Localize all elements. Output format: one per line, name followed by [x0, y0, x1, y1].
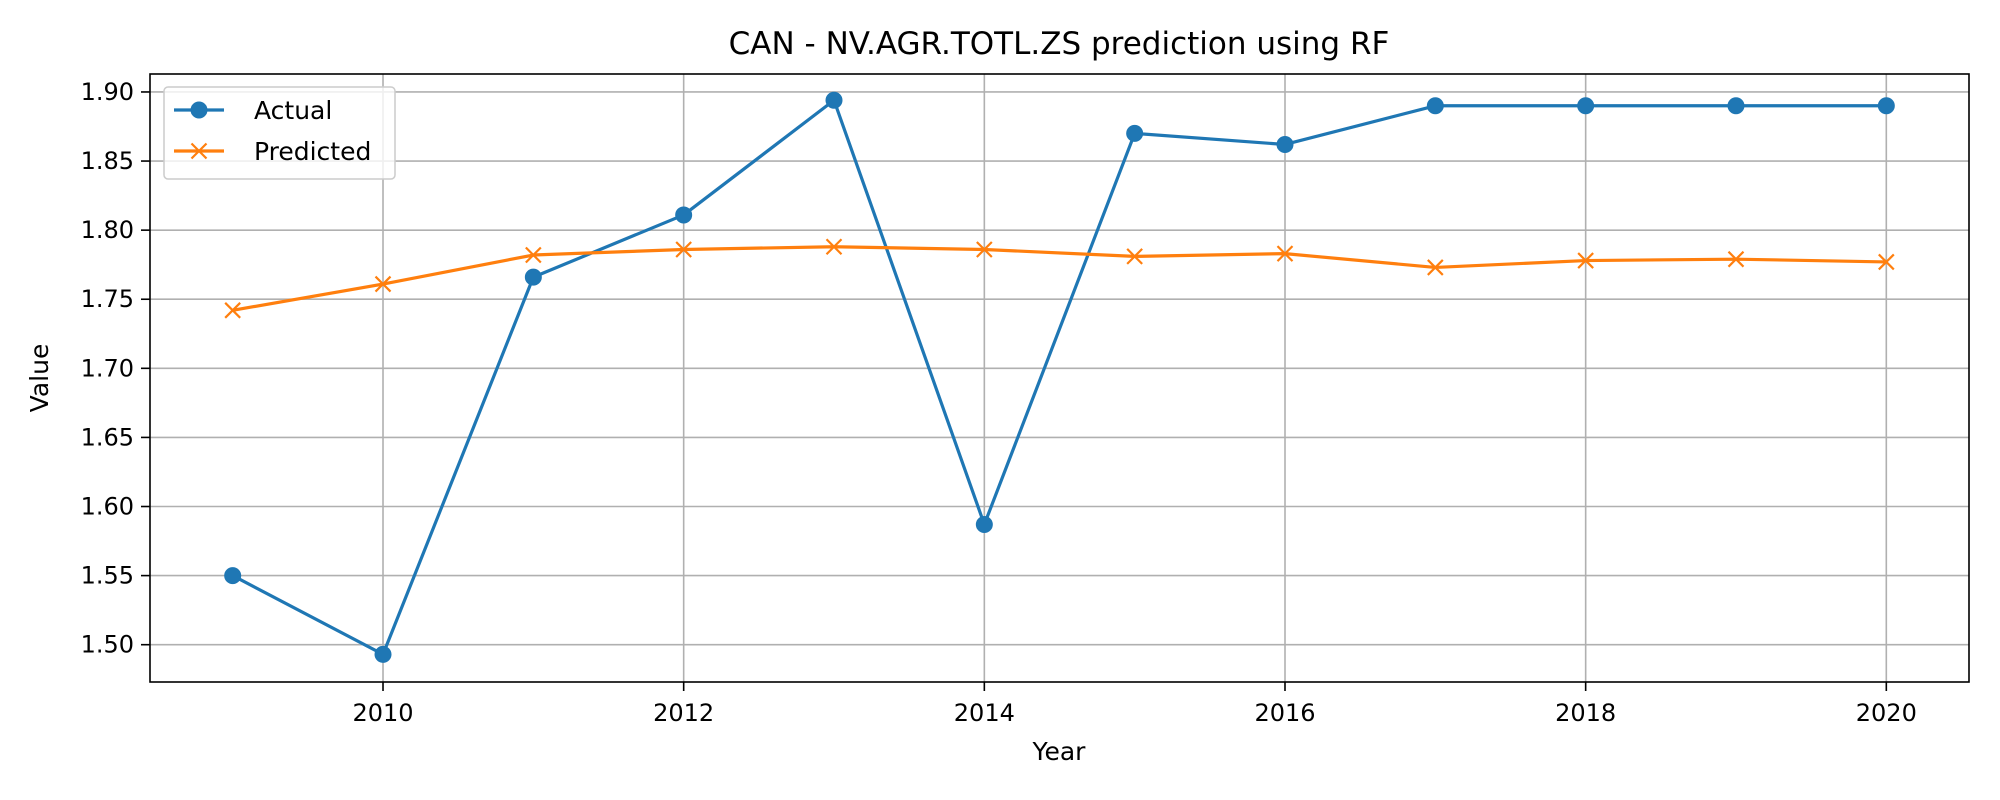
legend-marker: [190, 101, 208, 119]
legend: Actual Predicted: [163, 86, 396, 180]
ticks: 2010 2012 2014 2016 2018 2020 1.50 1.55 1.60 1.65…: [81, 78, 1917, 727]
data-point-actual: [825, 91, 843, 109]
data-point-predicted: [1577, 252, 1594, 269]
y-tick-label: 1.80: [81, 216, 134, 244]
data-point-predicted: [825, 238, 843, 256]
x-tick-label: 2018: [1555, 699, 1616, 727]
series-actual: [224, 91, 1895, 663]
x-tick-label: 2012: [653, 699, 714, 727]
x-tick-label: 2010: [352, 699, 413, 727]
x-tick-label: 2014: [954, 699, 1015, 727]
data-point-actual: [524, 268, 542, 286]
legend-label: Predicted: [254, 137, 371, 166]
data-point-predicted: [1878, 253, 1895, 271]
y-tick-label: 1.50: [81, 631, 134, 659]
y-axis-label: Value: [25, 344, 54, 413]
data-point-predicted: [1126, 248, 1143, 265]
data-point-actual: [224, 567, 242, 585]
data-point-predicted: [224, 302, 241, 319]
series-predicted: [224, 238, 1895, 319]
plot-frame: [149, 73, 1970, 683]
series-line-actual: [231, 98, 1887, 656]
data-point-predicted: [525, 246, 542, 264]
data-point-actual: [1727, 97, 1745, 115]
data-point-actual: [1877, 97, 1895, 115]
y-tick-label: 1.75: [81, 285, 134, 313]
y-tick-label: 1.85: [81, 147, 134, 175]
data-point-predicted: [976, 241, 993, 258]
data-point-predicted: [1427, 259, 1444, 276]
y-tick-label: 1.65: [81, 423, 134, 451]
x-tick-label: 2016: [1254, 699, 1315, 727]
x-axis-label: Year: [1032, 737, 1087, 766]
y-tick-label: 1.90: [81, 78, 134, 106]
x-tick-label: 2020: [1856, 699, 1917, 727]
data-point-predicted: [1727, 250, 1745, 268]
legend-item-actual: Actual: [174, 96, 332, 125]
data-point-actual: [675, 206, 693, 224]
y-tick-label: 1.70: [81, 354, 134, 382]
data-point-predicted: [1276, 245, 1294, 262]
legend-item-predicted: Predicted: [174, 137, 371, 166]
y-tick-label: 1.55: [81, 562, 134, 590]
legend-marker: [190, 142, 208, 160]
data-point-actual: [1426, 97, 1444, 115]
series-layer: [224, 91, 1895, 663]
series-line-predicted: [232, 245, 1887, 312]
grid: [150, 74, 1969, 682]
data-point-actual: [1126, 124, 1144, 142]
data-point-predicted: [374, 275, 392, 293]
data-point-actual: [1276, 135, 1294, 153]
legend-label: Actual: [254, 96, 332, 125]
data-point-actual: [374, 645, 392, 663]
data-point-actual: [1577, 97, 1595, 115]
y-tick-label: 1.60: [81, 493, 134, 521]
data-point-actual: [975, 515, 993, 533]
chart-title: CAN - NV.AGR.TOTL.ZS prediction using RF: [729, 26, 1390, 62]
data-point-predicted: [675, 241, 692, 258]
